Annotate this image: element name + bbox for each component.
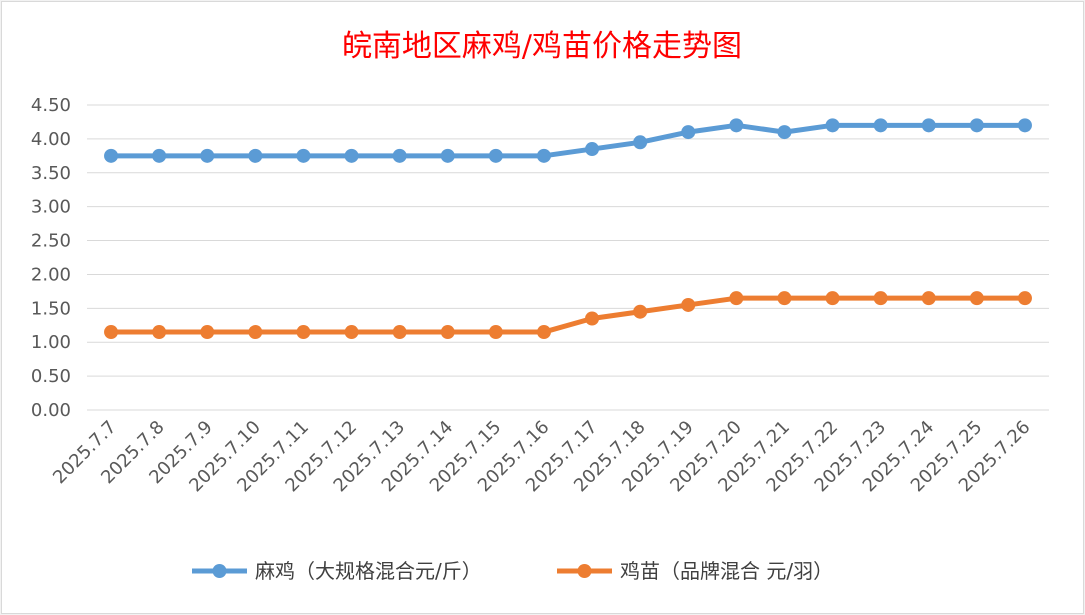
y-tick-label: 1.50 [31, 298, 71, 319]
data-point [200, 325, 215, 340]
data-point [152, 325, 167, 340]
data-point [104, 325, 119, 340]
data-point [825, 291, 840, 306]
x-axis-ticks: 2025.7.72025.7.82025.7.92025.7.102025.7.… [49, 417, 1034, 497]
data-point [296, 148, 311, 163]
legend-label: 鸡苗（品牌混合 元/羽） [620, 559, 833, 583]
data-point [873, 291, 888, 306]
data-point [633, 304, 648, 319]
data-point [873, 118, 888, 133]
data-point [344, 325, 359, 340]
y-tick-label: 0.50 [31, 366, 71, 387]
data-point [1017, 291, 1032, 306]
data-point [777, 125, 792, 140]
data-point [248, 325, 263, 340]
data-point [392, 325, 407, 340]
data-point [392, 148, 407, 163]
y-tick-label: 3.50 [31, 163, 71, 184]
series-line [111, 122, 1025, 159]
data-point [248, 148, 263, 163]
y-tick-label: 2.50 [31, 231, 71, 252]
data-point [825, 118, 840, 133]
legend-item-2: 鸡苗（品牌混合 元/羽） [557, 559, 833, 583]
y-tick-label: 2.00 [31, 264, 71, 285]
chart-title: 皖南地区麻鸡/鸡苗价格走势图 [342, 29, 742, 64]
data-point [344, 148, 359, 163]
y-tick-label: 0.00 [31, 400, 71, 421]
data-point [969, 118, 984, 133]
data-point [681, 125, 696, 140]
data-point [969, 291, 984, 306]
y-tick-label: 4.00 [31, 129, 71, 150]
data-point [1017, 118, 1032, 133]
legend: 麻鸡（大规格混合元/斤） 鸡苗（品牌混合 元/羽） [192, 559, 833, 583]
legend-item-1: 麻鸡（大规格混合元/斤） [192, 559, 482, 583]
y-tick-label: 4.50 [31, 95, 71, 116]
y-axis-ticks: 0.00 0.50 1.00 1.50 2.00 2.50 3.00 3.50 4.00 4.50 [31, 95, 71, 421]
data-point [585, 142, 600, 157]
series-layer [104, 118, 1032, 340]
data-point [488, 325, 503, 340]
data-point [585, 311, 600, 326]
legend-label: 麻鸡（大规格混合元/斤） [255, 559, 482, 583]
data-point [296, 325, 311, 340]
series-1 [104, 118, 1032, 163]
data-point [152, 148, 167, 163]
data-point [633, 135, 648, 150]
data-point [440, 148, 455, 163]
series-line [111, 295, 1025, 335]
y-tick-label: 3.00 [31, 197, 71, 218]
data-point [729, 118, 744, 133]
data-point [536, 148, 551, 163]
legend-marker [577, 564, 592, 578]
data-point [921, 118, 936, 133]
data-point [104, 148, 119, 163]
data-point [440, 325, 455, 340]
data-point [921, 291, 936, 306]
data-point [200, 148, 215, 163]
data-point [536, 325, 551, 340]
series-2 [104, 291, 1032, 340]
data-point [729, 291, 744, 306]
legend-marker [212, 564, 227, 578]
data-point [488, 148, 503, 163]
y-tick-label: 1.00 [31, 332, 71, 353]
data-point [681, 297, 696, 312]
data-point [777, 291, 792, 306]
gridlines [87, 104, 1049, 411]
